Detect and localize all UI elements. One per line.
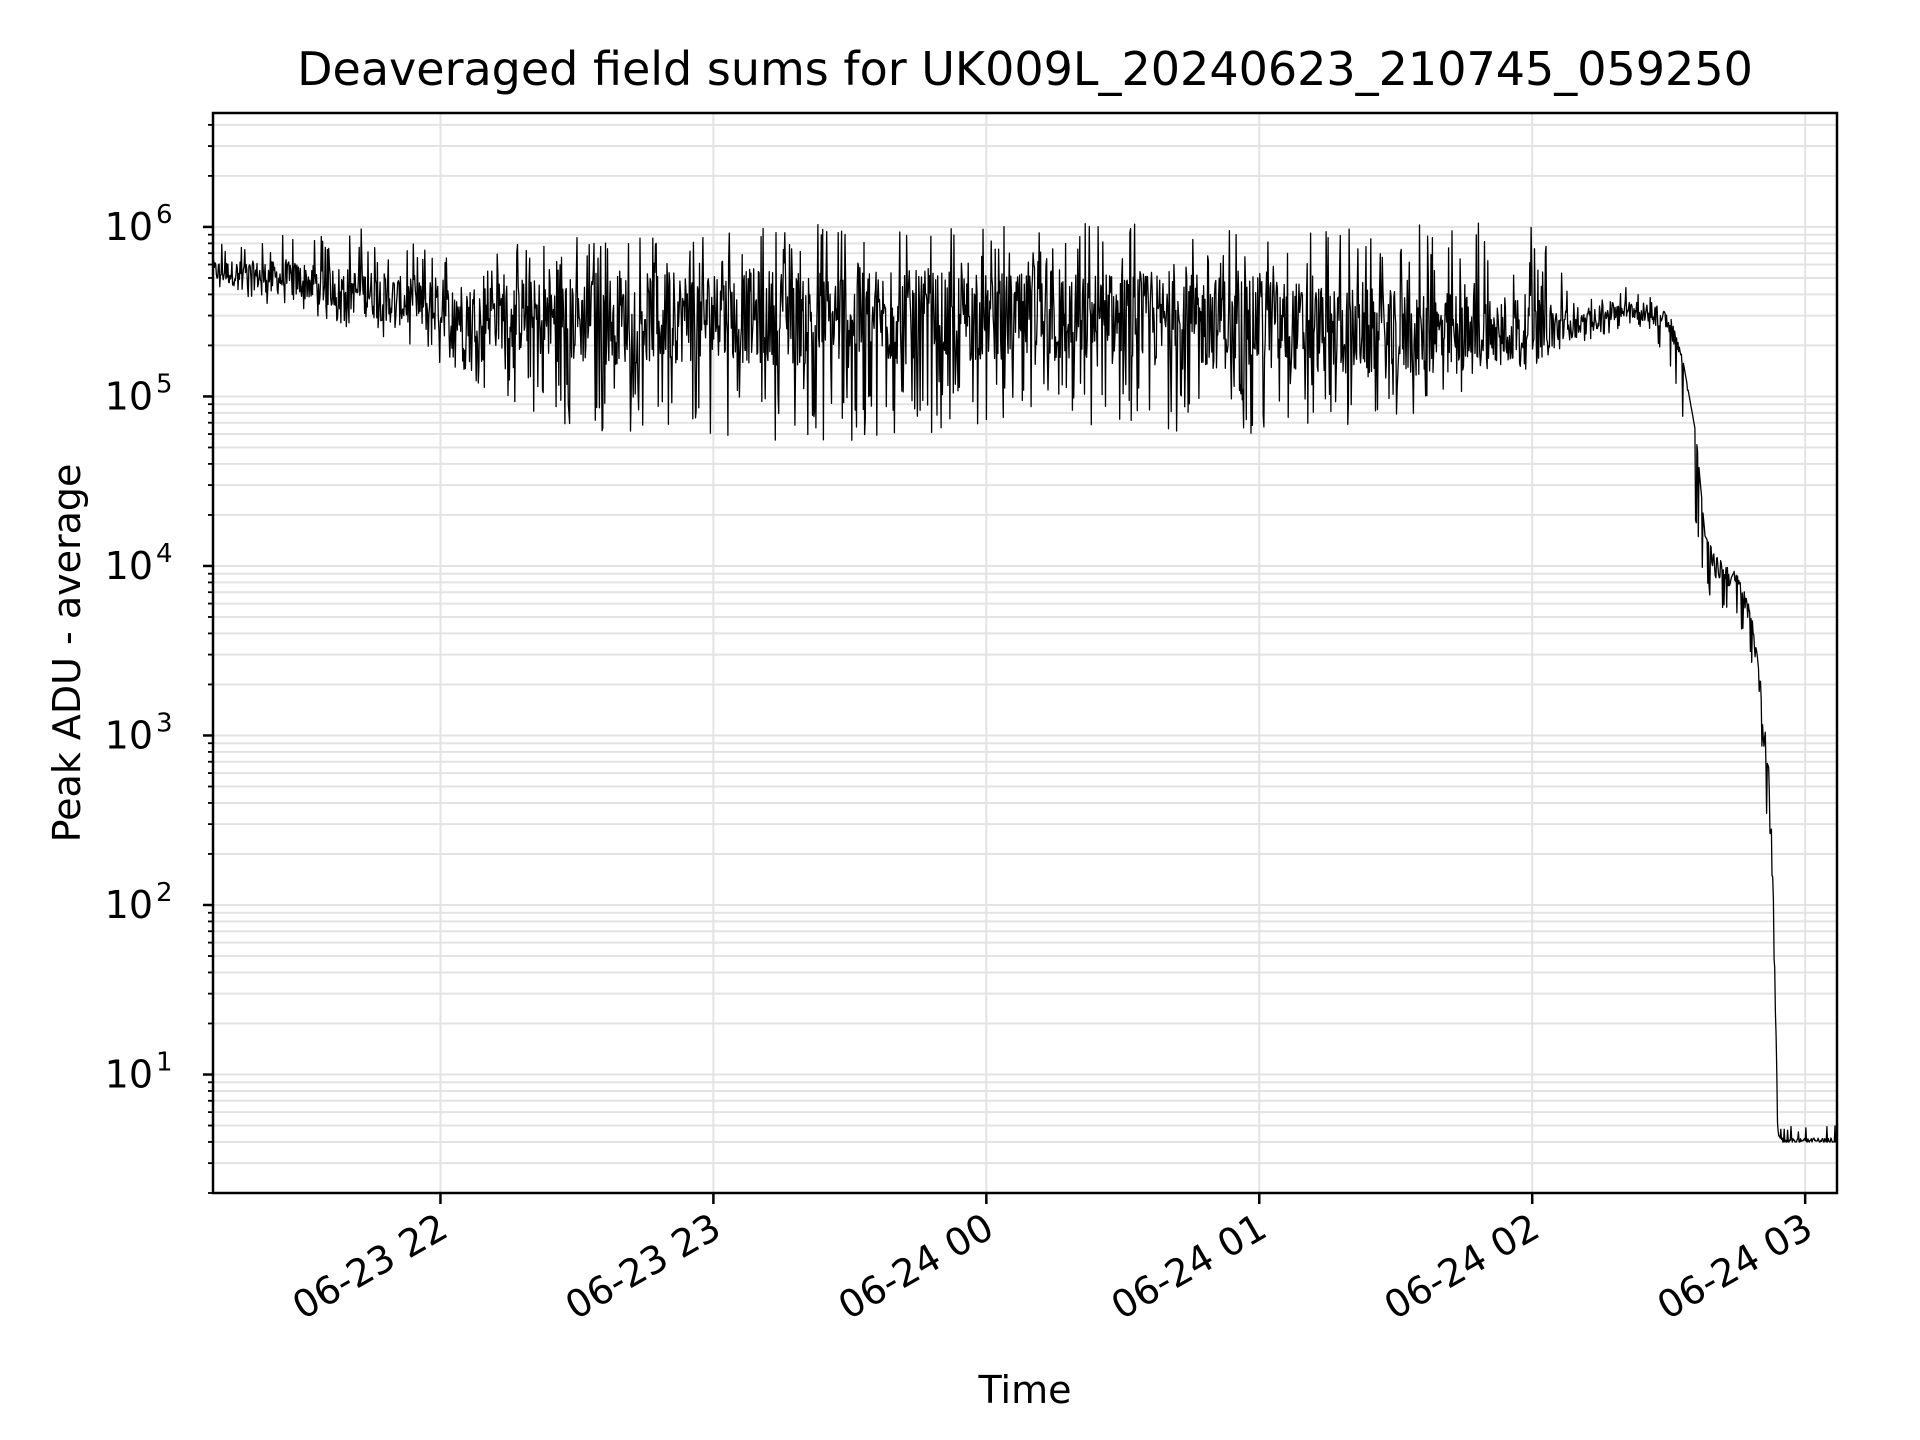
- y-tick-exponent: 2: [156, 878, 173, 908]
- grid-lines: [213, 113, 1837, 1194]
- x-axis-label: Time: [978, 1368, 1072, 1412]
- x-tick-label: 06-24 02: [1377, 1205, 1547, 1329]
- y-tick-label: 10: [105, 205, 153, 249]
- x-tick-label: 06-23 22: [285, 1205, 455, 1329]
- y-axis-label: Peak ADU - average: [45, 464, 89, 843]
- x-tick-label: 06-23 23: [558, 1205, 728, 1329]
- x-tick-label: 06-24 01: [1104, 1205, 1274, 1329]
- x-tick-label: 06-24 03: [1650, 1205, 1820, 1329]
- y-tick-label: 10: [105, 713, 153, 757]
- x-tick-label: 06-24 00: [831, 1205, 1001, 1329]
- y-tick-label: 10: [105, 1053, 153, 1097]
- y-tick-label: 10: [105, 883, 153, 927]
- y-tick-exponent: 6: [156, 200, 173, 230]
- y-tick-exponent: 4: [156, 539, 173, 569]
- plot-area-frame: [211, 111, 1839, 1195]
- y-tick-exponent: 5: [156, 369, 173, 399]
- chart-title: Deaveraged field sums for UK009L_2024062…: [297, 42, 1753, 96]
- y-tick-label: 10: [105, 374, 153, 418]
- series-line-0: [212, 222, 1838, 1143]
- series-layer: [212, 222, 1838, 1143]
- y-tick-exponent: 1: [156, 1048, 173, 1078]
- y-tick-exponent: 3: [156, 708, 173, 738]
- y-tick-label: 10: [105, 544, 153, 588]
